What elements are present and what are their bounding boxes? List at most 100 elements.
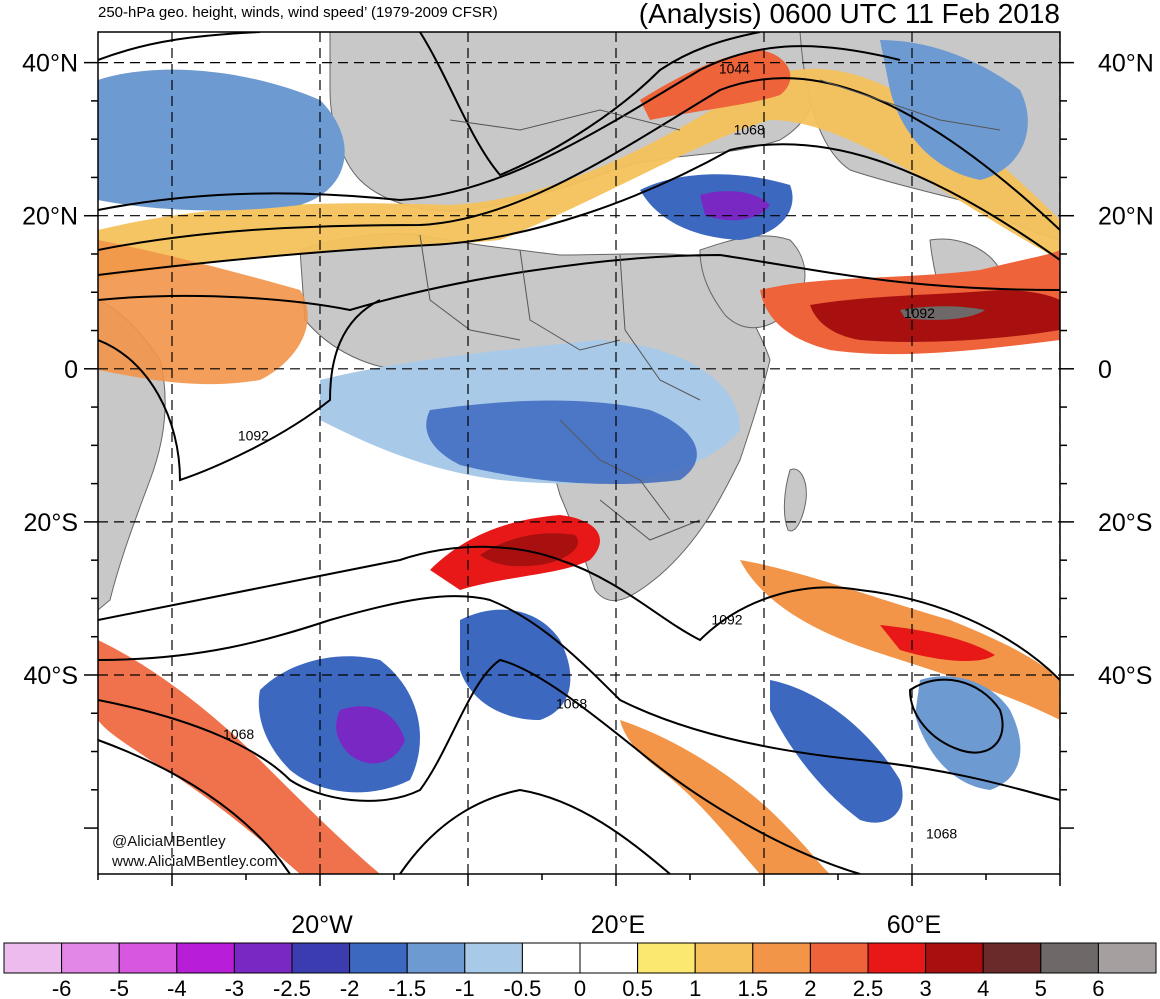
colorbar [3, 942, 1157, 974]
colorbar-label: 2.5 [853, 976, 884, 999]
anomaly-negative-northwest [98, 69, 345, 211]
colorbar-label: 1.5 [738, 976, 769, 999]
anomaly-negative-east-ring [915, 676, 1021, 790]
anomaly-indian-ocean-core [880, 625, 995, 662]
colorbar-label: -2.5 [273, 976, 311, 999]
colorbar-swatch [349, 942, 408, 974]
colorbar-swatch [176, 942, 235, 974]
lon-label: 20°E [591, 911, 645, 939]
colorbar-swatch [521, 942, 581, 974]
colorbar-label: -2 [340, 976, 360, 999]
anomaly-subtropical-jet-west [98, 240, 308, 385]
lat-label-right: 0 [1098, 356, 1112, 384]
colorbar-swatch [406, 942, 466, 974]
colorbar-label: 5 [1035, 976, 1047, 999]
contour-line [98, 143, 1060, 276]
colorbar-swatch [61, 942, 120, 974]
credit-website: www.AliciaMBentley.com [111, 853, 278, 870]
colorbar-label: 6 [1092, 976, 1104, 999]
colorbar-labels: -6 -5 -4 -3 -2.5 -2 -1.5 -1 -0.5 0 0.5 1 1.5 2 2.5 3 4 5 6 [52, 976, 1105, 999]
colorbar-swatch [809, 942, 869, 974]
contour-label: 1092 [711, 611, 742, 627]
colorbar-label: 1 [689, 976, 701, 999]
colorbar-swatch [637, 942, 696, 974]
anomaly-southwest-jet [98, 640, 380, 874]
anomaly-south-jet-east [620, 720, 830, 874]
boundary-line [599, 499, 701, 541]
anomaly-arabian-jet-peak [900, 306, 985, 320]
colorbar-swatch [752, 942, 811, 974]
anomaly-negative-north-core [700, 191, 770, 221]
colorbar-swatch [291, 942, 351, 974]
contour-label: 1044 [719, 60, 750, 76]
contour-line [98, 32, 261, 61]
map-frame [97, 31, 1061, 875]
colorbar-label: 0.5 [622, 976, 653, 999]
contour-line [98, 545, 1060, 681]
contour-label: 1068 [926, 826, 957, 842]
colorbar-label: -1 [455, 976, 475, 999]
lon-label: 60°E [887, 911, 941, 939]
contour-line [98, 595, 1060, 801]
axis-ticks [84, 61, 1074, 886]
boundary-line [819, 79, 1001, 131]
colorbar-swatch [1097, 942, 1157, 974]
colorbar-swatch [867, 942, 927, 974]
contour-label: 1068 [223, 726, 254, 742]
colorbar-label: -3 [225, 976, 245, 999]
colorbar-swatch [1040, 942, 1099, 974]
height-contours [98, 32, 1060, 874]
lat-label-right: 40°S [1098, 662, 1152, 690]
contour-label: 1092 [238, 428, 269, 444]
colorbar-swatch [3, 942, 63, 974]
map-gridlines [98, 32, 1060, 874]
contour-label-layer: 1044 1068 1092 1092 1092 1068 1068 1068 [223, 60, 957, 842]
boundary-line [449, 109, 681, 131]
boundary-line [419, 234, 521, 341]
colorbar-label: -4 [167, 976, 187, 999]
lat-label-right: 20°S [1098, 509, 1152, 537]
colorbar-swatch [982, 942, 1042, 974]
contour-line [908, 678, 1004, 754]
colorbar-label: 0 [574, 976, 586, 999]
anomaly-band-north-jet [98, 68, 1060, 280]
contour-line [98, 299, 381, 482]
lat-label-left: 20°N [22, 203, 78, 231]
lat-label-left: 0 [64, 356, 78, 384]
lat-label-left: 40°S [24, 662, 78, 690]
boundary-line [559, 419, 671, 521]
lon-label: 20°W [291, 911, 353, 939]
contour-line [98, 739, 291, 874]
colorbar-label: -5 [109, 976, 129, 999]
colorbar-label: -1.5 [388, 976, 426, 999]
contour-label: 1068 [556, 696, 587, 712]
anomaly-negative-congo [426, 400, 697, 485]
lat-label-right: 20°N [1098, 203, 1154, 231]
colorbar-swatch [464, 942, 523, 974]
boundary-line [519, 249, 621, 351]
colorbar-label: 3 [919, 976, 931, 999]
contour-line [98, 658, 861, 874]
anomaly-core-north-jet [640, 50, 791, 120]
colorbar-swatch [118, 942, 178, 974]
longitude-labels: 20°W 20°E 60°E [291, 911, 941, 939]
anomaly-negative-south-atlantic-core [336, 706, 405, 764]
lat-label-left: 40°N [22, 50, 78, 78]
credit-twitter: @AliciaMBentley [112, 833, 226, 850]
anomaly-negative-northeast [880, 40, 1028, 180]
anomaly-negative-indian-south [770, 680, 903, 823]
contour-label: 1068 [734, 122, 765, 138]
boundary-line [619, 254, 701, 401]
colorbar-label: -0.5 [503, 976, 541, 999]
analysis-time-title: (Analysis) 0600 UTC 11 Feb 2018 [638, 0, 1060, 29]
contour-line [98, 45, 901, 211]
contour-line [399, 788, 671, 874]
colorbar-swatch [694, 942, 754, 974]
contour-label: 1092 [904, 305, 935, 321]
contour-line [98, 253, 1060, 312]
colorbar-swatch [579, 942, 639, 974]
map-plot-area: 1044 1068 1092 1092 1092 1068 1068 1068 @Alicia… [98, 32, 1060, 874]
lat-label-right: 40°N [1098, 50, 1154, 78]
colorbar-swatch [925, 942, 984, 974]
